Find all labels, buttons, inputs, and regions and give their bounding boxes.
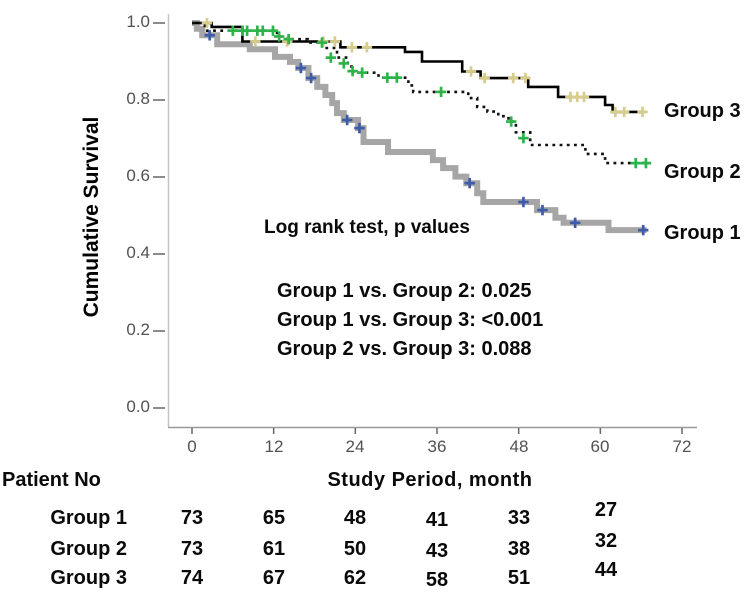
- risk-count: 38: [507, 538, 531, 560]
- curve-label-group3: Group 3: [664, 100, 741, 122]
- risk-count: 74: [180, 567, 204, 589]
- x-tick-label: 48: [509, 437, 529, 456]
- y-tick-label: 0.2: [126, 320, 150, 339]
- x-tick-label: 72: [672, 437, 692, 456]
- y-tick-label: 0.6: [126, 166, 150, 185]
- risk-count: 44: [594, 559, 618, 581]
- risk-count: 33: [507, 507, 531, 529]
- risk-table-header: Patient No: [2, 469, 101, 491]
- x-axis-label: Study Period, month: [327, 469, 533, 491]
- survival-curve-group-3: [192, 21, 645, 114]
- logrank-title: Log rank test, p values: [264, 217, 470, 238]
- risk-row-label: Group 3: [50, 567, 127, 589]
- risk-count: 27: [594, 499, 618, 521]
- risk-count: 65: [262, 507, 286, 529]
- risk-count: 58: [425, 569, 449, 591]
- risk-count: 73: [180, 507, 204, 529]
- x-tick-label: 12: [264, 437, 284, 456]
- y-tick-label: 0.0: [126, 397, 150, 416]
- survival-curve-group-2: [192, 21, 648, 165]
- survival-curve-group-1: [192, 20, 647, 234]
- risk-count: 62: [343, 567, 367, 589]
- y-tick-label: 0.8: [126, 89, 150, 108]
- curve-label-group2: Group 2: [664, 161, 741, 183]
- risk-count: 32: [594, 530, 618, 552]
- risk-count: 43: [425, 540, 449, 562]
- risk-count: 61: [262, 538, 286, 560]
- y-tick-label: 1.0: [126, 12, 150, 31]
- p-value-line-3: Group 2 vs. Group 3: 0.088: [277, 338, 532, 360]
- risk-count: 41: [425, 509, 449, 531]
- risk-count: 73: [180, 538, 204, 560]
- risk-count: 50: [343, 538, 367, 560]
- curve-label-group1: Group 1: [664, 222, 741, 244]
- risk-count: 67: [262, 567, 286, 589]
- x-tick-label: 60: [590, 437, 610, 456]
- risk-count: 48: [343, 507, 367, 529]
- x-tick-label: 0: [187, 437, 197, 456]
- risk-count: 51: [507, 567, 531, 589]
- risk-row-label: Group 2: [50, 538, 127, 560]
- y-axis-label: Cumulative Survival: [80, 116, 103, 318]
- p-value-line-2: Group 1 vs. Group 3: <0.001: [277, 309, 544, 331]
- x-tick-label: 24: [345, 437, 365, 456]
- p-value-line-1: Group 1 vs. Group 2: 0.025: [277, 280, 532, 302]
- x-tick-label: 36: [427, 437, 447, 456]
- risk-row-label: Group 1: [50, 507, 127, 529]
- y-tick-label: 0.4: [126, 243, 150, 262]
